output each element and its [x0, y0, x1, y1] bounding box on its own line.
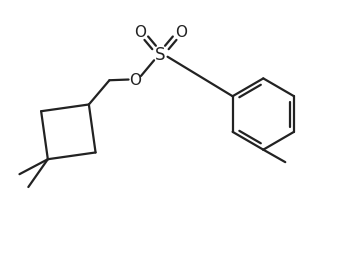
Text: O: O	[175, 25, 187, 40]
Text: O: O	[134, 25, 146, 40]
Text: O: O	[129, 73, 141, 88]
Text: S: S	[155, 46, 166, 64]
